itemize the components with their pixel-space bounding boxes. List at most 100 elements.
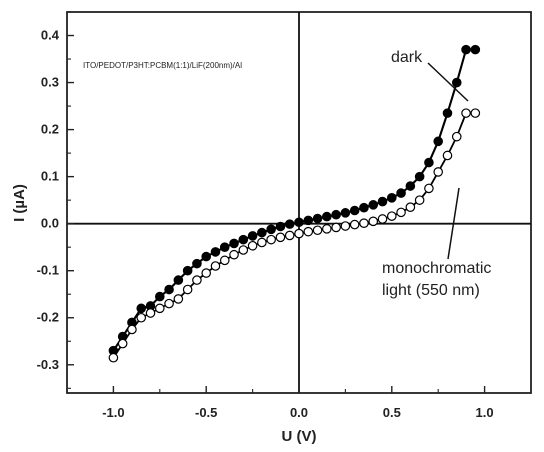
light-data-point [312, 225, 323, 236]
dark-data-point [433, 136, 443, 147]
dark-data-point [136, 303, 147, 314]
light-data-point [294, 228, 304, 239]
y-tick-label: -0.1 [37, 263, 59, 278]
dark-data-point [266, 224, 276, 235]
light-data-point [155, 303, 165, 314]
dark-data-point [470, 44, 481, 55]
dark-label-leader-line [427, 62, 469, 102]
dark-data-point [349, 205, 360, 216]
light-data-point [303, 226, 314, 237]
x-tick-label: 1.0 [476, 405, 494, 420]
light-data-point [451, 131, 462, 142]
light-data-point [322, 224, 332, 234]
device-structure-label: ITO/PEDOT/P3HT:PCBM(1:1)/LiF(200nm)/Al [83, 61, 242, 70]
light-data-point [359, 218, 369, 228]
dark-data-point [247, 231, 258, 241]
dark-data-point [405, 181, 416, 191]
light-data-point [127, 324, 137, 335]
light-data-point [349, 219, 360, 230]
dark-data-point [192, 258, 202, 269]
dark-data-point [451, 77, 462, 88]
light-data-point [247, 240, 258, 251]
dark-data-point [164, 284, 174, 295]
dark-data-point [284, 219, 295, 229]
light-data-point [173, 294, 184, 304]
dark-data-point [238, 234, 249, 245]
y-tick-label: 0.2 [41, 122, 59, 137]
light-data-point [377, 214, 388, 224]
light-series-label-line1: monochromatic [382, 260, 491, 277]
dark-data-point [396, 188, 406, 198]
dark-data-point [182, 265, 193, 276]
light-data-point [219, 255, 230, 266]
x-axis-label: U (V) [282, 428, 317, 445]
y-tick-label: 0.0 [41, 216, 59, 231]
y-axis-label: I (µA) [11, 184, 28, 222]
label-group: U (V) I (µA) ITO/PEDOT/P3HT:PCBM(1:1)/Li… [11, 49, 491, 445]
dark-series-label: dark [391, 49, 423, 66]
dark-data-point [331, 209, 341, 220]
y-tick-label: 0.4 [41, 28, 60, 43]
light-data-point [396, 207, 406, 218]
light-data-point [164, 298, 174, 309]
light-data-point [108, 352, 119, 363]
dark-data-point [414, 171, 425, 182]
marker-group [108, 44, 481, 363]
y-tick-label: -0.2 [37, 310, 59, 325]
light-data-point [182, 284, 193, 295]
dark-data-point [359, 202, 369, 213]
light-data-point [210, 261, 221, 271]
light-label-leader-line [447, 187, 460, 260]
dark-data-point [386, 192, 397, 203]
dark-data-point [210, 247, 221, 257]
light-data-point [145, 308, 156, 318]
light-data-point [229, 249, 239, 260]
light-data-point [331, 222, 341, 233]
light-data-point [368, 216, 379, 227]
light-data-point [340, 221, 351, 231]
light-data-point [266, 234, 276, 245]
x-tick-label: -1.0 [102, 405, 124, 420]
x-tick-label: 0.5 [383, 405, 401, 420]
dark-data-point [229, 238, 239, 249]
dark-data-point [219, 242, 230, 252]
dark-data-point [257, 227, 267, 238]
light-data-point [405, 202, 416, 213]
dark-data-point [294, 217, 304, 228]
dark-data-point [173, 275, 184, 285]
dark-data-point [377, 196, 388, 207]
light-data-point [238, 245, 249, 255]
y-tick-label: 0.3 [41, 75, 59, 90]
x-tick-label: 0.0 [290, 405, 308, 420]
dark-data-point [424, 157, 434, 168]
light-data-point [442, 150, 453, 161]
x-tick-label: -0.5 [195, 405, 217, 420]
light-data-point [470, 108, 481, 118]
light-data-point [201, 268, 211, 278]
light-data-point [275, 232, 286, 243]
y-tick-label: 0.1 [41, 169, 59, 184]
dark-data-point [442, 108, 453, 118]
dark-data-point [303, 215, 314, 226]
light-data-point [117, 338, 128, 349]
light-series-label-line2: light (550 nm) [382, 282, 480, 299]
light-data-point [386, 211, 397, 221]
dark-data-point [322, 211, 332, 222]
dark-data-point [368, 200, 379, 210]
dark-data-point [461, 44, 471, 55]
light-data-point [414, 195, 425, 205]
light-data-point [433, 167, 443, 177]
dark-data-point [201, 251, 211, 262]
dark-data-point [155, 291, 165, 302]
light-data-point [461, 108, 471, 118]
dark-data-point [312, 213, 323, 224]
y-tick-label: -0.3 [37, 357, 59, 372]
dark-data-point [340, 208, 351, 218]
light-data-point [192, 275, 202, 285]
tick-group: -1.0 -0.5 0.0 0.5 1.0 -0.3 -0.2 -0.1 0.0 0.1 0.2 0.… [37, 11, 532, 420]
light-data-point [284, 230, 295, 241]
light-data-point [257, 237, 267, 248]
light-data-point [136, 312, 147, 323]
